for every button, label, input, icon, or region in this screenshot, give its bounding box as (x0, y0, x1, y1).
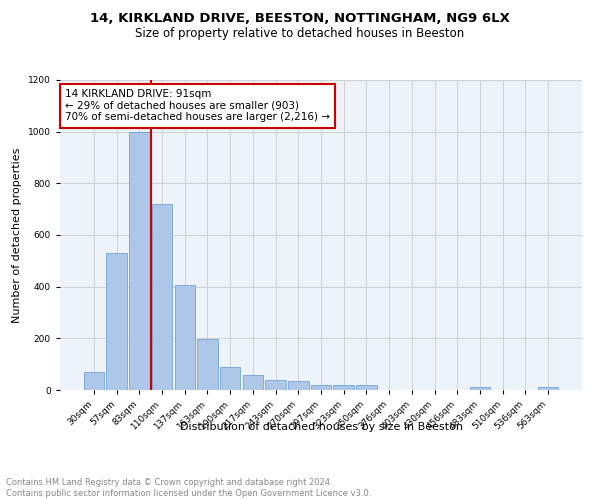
Bar (106, 253, 127, 390)
Bar (175, 286, 195, 390)
Y-axis label: Number of detached properties: Number of detached properties (13, 148, 22, 322)
Bar (152, 204, 172, 390)
Bar (84, 372, 104, 390)
Bar (538, 388, 558, 390)
Text: 14 KIRKLAND DRIVE: 91sqm
← 29% of detached houses are smaller (903)
70% of semi-: 14 KIRKLAND DRIVE: 91sqm ← 29% of detach… (65, 90, 330, 122)
Text: Contains HM Land Registry data © Crown copyright and database right 2024.
Contai: Contains HM Land Registry data © Crown c… (6, 478, 371, 498)
Bar (470, 388, 490, 390)
Text: 14, KIRKLAND DRIVE, BEESTON, NOTTINGHAM, NG9 6LX: 14, KIRKLAND DRIVE, BEESTON, NOTTINGHAM,… (90, 12, 510, 26)
Bar (356, 385, 377, 390)
Bar (129, 132, 149, 390)
Bar (242, 375, 263, 390)
Bar (220, 367, 241, 390)
Bar (197, 339, 218, 390)
Text: Size of property relative to detached houses in Beeston: Size of property relative to detached ho… (136, 28, 464, 40)
Bar (334, 386, 354, 390)
Bar (311, 386, 331, 390)
Bar (265, 380, 286, 390)
Text: Distribution of detached houses by size in Beeston: Distribution of detached houses by size … (179, 422, 463, 432)
Bar (288, 382, 308, 390)
